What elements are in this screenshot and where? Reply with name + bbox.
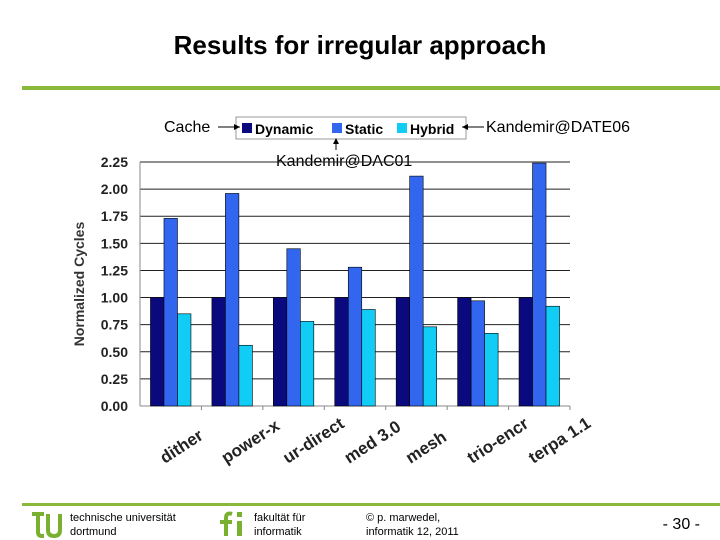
annotation-cache: Cache bbox=[164, 119, 210, 136]
y-tick-label: 2.25 bbox=[101, 154, 128, 170]
bar-static-6 bbox=[532, 162, 547, 407]
bar-dynamic-0 bbox=[150, 297, 165, 407]
bar-static-1 bbox=[225, 193, 240, 407]
bar-dynamic-4 bbox=[395, 297, 410, 407]
bar-static-0 bbox=[163, 218, 178, 407]
bar-static-2 bbox=[286, 248, 301, 407]
y-tick-label: 1.50 bbox=[101, 235, 128, 251]
footer-faculty-line2: informatik bbox=[254, 526, 302, 538]
bar-static-3 bbox=[347, 266, 363, 407]
bar-dynamic-1 bbox=[211, 297, 226, 407]
legend-label-dynamic: Dynamic bbox=[255, 121, 314, 137]
slide-title: Results for irregular approach bbox=[173, 30, 547, 60]
x-tick-label: med 3.0 bbox=[341, 417, 404, 467]
annotation-date06: Kandemir@DATE06 bbox=[486, 119, 630, 136]
arrow-dac01-head bbox=[333, 138, 339, 144]
y-tick-label: 0.00 bbox=[101, 398, 128, 414]
bar-hybrid-0 bbox=[177, 313, 192, 407]
bar-hybrid-1 bbox=[238, 344, 253, 407]
y-tick-label: 0.75 bbox=[101, 317, 128, 333]
y-tick-label: 0.50 bbox=[101, 344, 128, 360]
legend: Dynamic Static Hybrid bbox=[235, 116, 467, 140]
top-divider bbox=[22, 86, 720, 90]
x-tick-label: ur-direct bbox=[279, 414, 347, 468]
x-tick-label: terpa 1.1 bbox=[525, 413, 594, 467]
x-tick-label: power-x bbox=[218, 416, 283, 468]
tu-logo bbox=[32, 512, 62, 538]
bar-dynamic-2 bbox=[273, 297, 288, 407]
y-tick-label: 1.25 bbox=[101, 262, 128, 278]
footer-university: technische universität dortmund bbox=[70, 511, 176, 539]
legend-swatch-static bbox=[332, 123, 342, 133]
bar-hybrid-6 bbox=[545, 305, 560, 407]
footer-faculty: fakultät für informatik bbox=[254, 511, 305, 539]
bar-dynamic-6 bbox=[518, 297, 533, 407]
x-tick-label: dither bbox=[157, 425, 207, 467]
bar-hybrid-2 bbox=[300, 321, 315, 407]
footer-author-line2: informatik 12, 2011 bbox=[366, 526, 459, 538]
legend-label-static: Static bbox=[345, 121, 383, 137]
bar-hybrid-3 bbox=[361, 309, 376, 407]
bar-dynamic-3 bbox=[334, 297, 349, 407]
y-tick-label: 0.25 bbox=[101, 371, 128, 387]
y-axis-label: Normalized Cycles bbox=[71, 222, 87, 347]
x-tick-label: mesh bbox=[402, 427, 450, 467]
footer-author-line1: © p. marwedel, bbox=[366, 512, 441, 524]
bar-static-5 bbox=[470, 300, 485, 407]
bar-chart: Dynamic Static Hybrid Cache Kandemir@DAT… bbox=[71, 116, 630, 467]
y-tick-label: 1.75 bbox=[101, 208, 128, 224]
footer-author: © p. marwedel, informatik 12, 2011 bbox=[366, 511, 459, 539]
legend-swatch-hybrid bbox=[397, 123, 407, 133]
legend-label-hybrid: Hybrid bbox=[410, 121, 454, 137]
y-tick-label: 1.00 bbox=[101, 290, 128, 306]
arrow-date06-head bbox=[462, 124, 468, 130]
footer-university-line1: technische universität bbox=[70, 512, 176, 524]
x-tick-label: trio-encr bbox=[464, 414, 533, 468]
page-number: - 30 - bbox=[662, 516, 700, 533]
bar-static-4 bbox=[409, 175, 424, 407]
y-tick-label: 2.00 bbox=[101, 181, 128, 197]
legend-swatch-dynamic bbox=[242, 123, 252, 133]
footer-university-line2: dortmund bbox=[70, 526, 117, 538]
footer-faculty-line1: fakultät für bbox=[254, 512, 306, 524]
bar-hybrid-5 bbox=[484, 333, 499, 407]
bar-dynamic-5 bbox=[457, 297, 472, 407]
arrow-cache-head bbox=[234, 124, 240, 130]
fi-logo bbox=[220, 511, 242, 536]
plot-area: 0.00 0.25 0.50 0.75 1.00 1.25 1.50 1.75 2.00 2.25… bbox=[101, 154, 594, 467]
bar-hybrid-4 bbox=[422, 326, 437, 407]
bottom-divider bbox=[22, 503, 720, 506]
